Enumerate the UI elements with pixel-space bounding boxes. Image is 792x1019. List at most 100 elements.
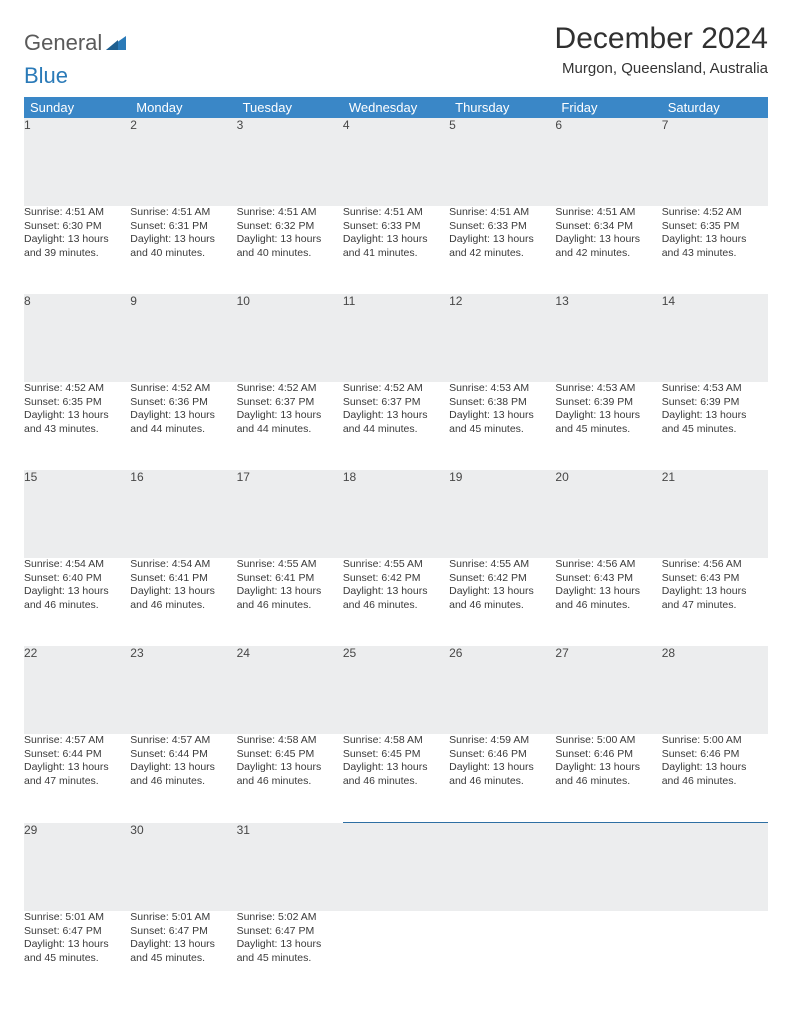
day-number: 16	[130, 470, 236, 558]
day-number: 27	[555, 646, 661, 734]
daylight-text-2: and 47 minutes.	[24, 775, 130, 789]
daylight-text: Daylight: 13 hours	[343, 585, 449, 599]
day-number: 21	[662, 470, 768, 558]
daylight-text-2: and 44 minutes.	[237, 423, 343, 437]
daylight-text: Daylight: 13 hours	[237, 761, 343, 775]
sunset-text: Sunset: 6:41 PM	[237, 572, 343, 586]
sunset-text: Sunset: 6:39 PM	[555, 396, 661, 410]
day-info: Sunrise: 4:52 AMSunset: 6:37 PMDaylight:…	[343, 382, 449, 470]
daylight-text-2: and 45 minutes.	[555, 423, 661, 437]
day-number: 20	[555, 470, 661, 558]
daylight-text-2: and 42 minutes.	[449, 247, 555, 261]
day-info: Sunrise: 5:01 AMSunset: 6:47 PMDaylight:…	[24, 911, 130, 999]
sunrise-text: Sunrise: 4:54 AM	[24, 558, 130, 572]
day-number: 4	[343, 118, 449, 206]
day-header: Sunday	[24, 97, 130, 118]
daylight-text-2: and 45 minutes.	[662, 423, 768, 437]
daylight-text: Daylight: 13 hours	[237, 938, 343, 952]
daylight-text-2: and 45 minutes.	[237, 952, 343, 966]
day-info: Sunrise: 4:56 AMSunset: 6:43 PMDaylight:…	[662, 558, 768, 646]
day-number-row: 15161718192021	[24, 470, 768, 558]
day-info: Sunrise: 4:51 AMSunset: 6:34 PMDaylight:…	[555, 206, 661, 294]
daylight-text: Daylight: 13 hours	[555, 409, 661, 423]
sunrise-text: Sunrise: 4:56 AM	[555, 558, 661, 572]
sunset-text: Sunset: 6:42 PM	[343, 572, 449, 586]
sunset-text: Sunset: 6:35 PM	[24, 396, 130, 410]
day-number-row: 891011121314	[24, 294, 768, 382]
sunrise-text: Sunrise: 4:59 AM	[449, 734, 555, 748]
daylight-text: Daylight: 13 hours	[130, 761, 236, 775]
daylight-text: Daylight: 13 hours	[24, 761, 130, 775]
sunrise-text: Sunrise: 4:52 AM	[130, 382, 236, 396]
sunset-text: Sunset: 6:36 PM	[130, 396, 236, 410]
day-header: Wednesday	[343, 97, 449, 118]
daylight-text-2: and 41 minutes.	[343, 247, 449, 261]
day-header: Thursday	[449, 97, 555, 118]
sunset-text: Sunset: 6:37 PM	[343, 396, 449, 410]
day-number: 8	[24, 294, 130, 382]
day-info: Sunrise: 4:51 AMSunset: 6:31 PMDaylight:…	[130, 206, 236, 294]
logo: General	[24, 30, 130, 56]
sunset-text: Sunset: 6:34 PM	[555, 220, 661, 234]
daylight-text: Daylight: 13 hours	[343, 761, 449, 775]
sunrise-text: Sunrise: 4:55 AM	[343, 558, 449, 572]
day-info: Sunrise: 4:57 AMSunset: 6:44 PMDaylight:…	[130, 734, 236, 823]
day-number-row: 293031	[24, 823, 768, 912]
daylight-text: Daylight: 13 hours	[24, 585, 130, 599]
day-number: 15	[24, 470, 130, 558]
sunrise-text: Sunrise: 4:51 AM	[343, 206, 449, 220]
day-info: Sunrise: 4:58 AMSunset: 6:45 PMDaylight:…	[237, 734, 343, 823]
daylight-text-2: and 46 minutes.	[24, 599, 130, 613]
daylight-text-2: and 40 minutes.	[130, 247, 236, 261]
day-number: 1	[24, 118, 130, 206]
sunrise-text: Sunrise: 4:53 AM	[555, 382, 661, 396]
day-info: Sunrise: 4:57 AMSunset: 6:44 PMDaylight:…	[24, 734, 130, 823]
sunrise-text: Sunrise: 4:52 AM	[24, 382, 130, 396]
day-header: Monday	[130, 97, 236, 118]
day-info: Sunrise: 4:53 AMSunset: 6:39 PMDaylight:…	[662, 382, 768, 470]
sunset-text: Sunset: 6:30 PM	[24, 220, 130, 234]
daylight-text-2: and 46 minutes.	[555, 775, 661, 789]
logo-text-2: Blue	[24, 63, 68, 89]
sunrise-text: Sunrise: 4:52 AM	[343, 382, 449, 396]
sunrise-text: Sunrise: 4:55 AM	[449, 558, 555, 572]
sunset-text: Sunset: 6:41 PM	[130, 572, 236, 586]
daylight-text: Daylight: 13 hours	[449, 409, 555, 423]
daylight-text: Daylight: 13 hours	[662, 233, 768, 247]
day-number: 22	[24, 646, 130, 734]
day-number: 7	[662, 118, 768, 206]
day-info: Sunrise: 4:54 AMSunset: 6:41 PMDaylight:…	[130, 558, 236, 646]
day-info-row: Sunrise: 4:54 AMSunset: 6:40 PMDaylight:…	[24, 558, 768, 646]
sunrise-text: Sunrise: 4:55 AM	[237, 558, 343, 572]
empty-cell	[662, 911, 768, 999]
daylight-text-2: and 43 minutes.	[24, 423, 130, 437]
daylight-text-2: and 44 minutes.	[130, 423, 236, 437]
daylight-text: Daylight: 13 hours	[449, 585, 555, 599]
day-header: Friday	[555, 97, 661, 118]
day-info-row: Sunrise: 4:52 AMSunset: 6:35 PMDaylight:…	[24, 382, 768, 470]
sunset-text: Sunset: 6:31 PM	[130, 220, 236, 234]
sunset-text: Sunset: 6:46 PM	[555, 748, 661, 762]
empty-cell	[555, 823, 661, 912]
day-info: Sunrise: 4:51 AMSunset: 6:33 PMDaylight:…	[343, 206, 449, 294]
daylight-text: Daylight: 13 hours	[130, 233, 236, 247]
day-info-row: Sunrise: 4:51 AMSunset: 6:30 PMDaylight:…	[24, 206, 768, 294]
sunset-text: Sunset: 6:42 PM	[449, 572, 555, 586]
day-info: Sunrise: 5:01 AMSunset: 6:47 PMDaylight:…	[130, 911, 236, 999]
sunset-text: Sunset: 6:40 PM	[24, 572, 130, 586]
day-info: Sunrise: 4:59 AMSunset: 6:46 PMDaylight:…	[449, 734, 555, 823]
day-number-row: 1234567	[24, 118, 768, 206]
day-info: Sunrise: 4:52 AMSunset: 6:35 PMDaylight:…	[662, 206, 768, 294]
sunrise-text: Sunrise: 4:52 AM	[662, 206, 768, 220]
logo-sail-icon	[104, 34, 130, 52]
sunset-text: Sunset: 6:47 PM	[130, 925, 236, 939]
empty-cell	[449, 823, 555, 912]
daylight-text-2: and 46 minutes.	[662, 775, 768, 789]
empty-cell	[343, 911, 449, 999]
sunrise-text: Sunrise: 4:57 AM	[24, 734, 130, 748]
daylight-text-2: and 46 minutes.	[237, 775, 343, 789]
daylight-text-2: and 46 minutes.	[555, 599, 661, 613]
sunset-text: Sunset: 6:35 PM	[662, 220, 768, 234]
sunrise-text: Sunrise: 4:58 AM	[343, 734, 449, 748]
daylight-text-2: and 46 minutes.	[449, 775, 555, 789]
